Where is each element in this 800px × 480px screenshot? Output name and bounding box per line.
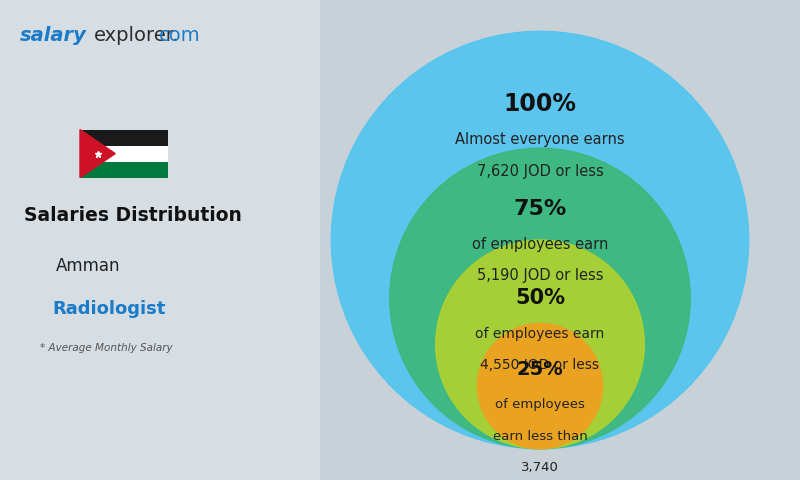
Text: 4,550 JOD or less: 4,550 JOD or less xyxy=(481,358,599,372)
Text: Radiologist: Radiologist xyxy=(52,300,166,318)
Text: salary: salary xyxy=(20,26,87,46)
Circle shape xyxy=(436,240,644,449)
Text: 100%: 100% xyxy=(503,92,577,116)
Text: 75%: 75% xyxy=(514,199,566,219)
Text: of employees earn: of employees earn xyxy=(472,237,608,252)
Text: of employees earn: of employees earn xyxy=(475,327,605,341)
Text: Almost everyone earns: Almost everyone earns xyxy=(455,132,625,147)
FancyBboxPatch shape xyxy=(80,130,168,145)
Text: com: com xyxy=(159,26,201,46)
Text: Amman: Amman xyxy=(56,257,121,275)
Text: earn less than: earn less than xyxy=(493,430,587,443)
Text: explorer.: explorer. xyxy=(94,26,179,46)
Polygon shape xyxy=(80,130,115,178)
Text: * Average Monthly Salary: * Average Monthly Salary xyxy=(40,343,173,353)
Text: 5,190 JOD or less: 5,190 JOD or less xyxy=(477,268,603,283)
Text: 3,740: 3,740 xyxy=(521,461,559,474)
Text: Salaries Distribution: Salaries Distribution xyxy=(24,206,242,226)
Text: 25%: 25% xyxy=(517,360,563,379)
Circle shape xyxy=(390,148,690,449)
FancyBboxPatch shape xyxy=(80,162,168,178)
Circle shape xyxy=(478,324,602,449)
Text: of employees: of employees xyxy=(495,398,585,411)
Text: 7,620 JOD or less: 7,620 JOD or less xyxy=(477,164,603,179)
FancyBboxPatch shape xyxy=(320,0,800,480)
Text: 50%: 50% xyxy=(515,288,565,309)
Circle shape xyxy=(331,31,749,449)
FancyBboxPatch shape xyxy=(80,145,168,162)
